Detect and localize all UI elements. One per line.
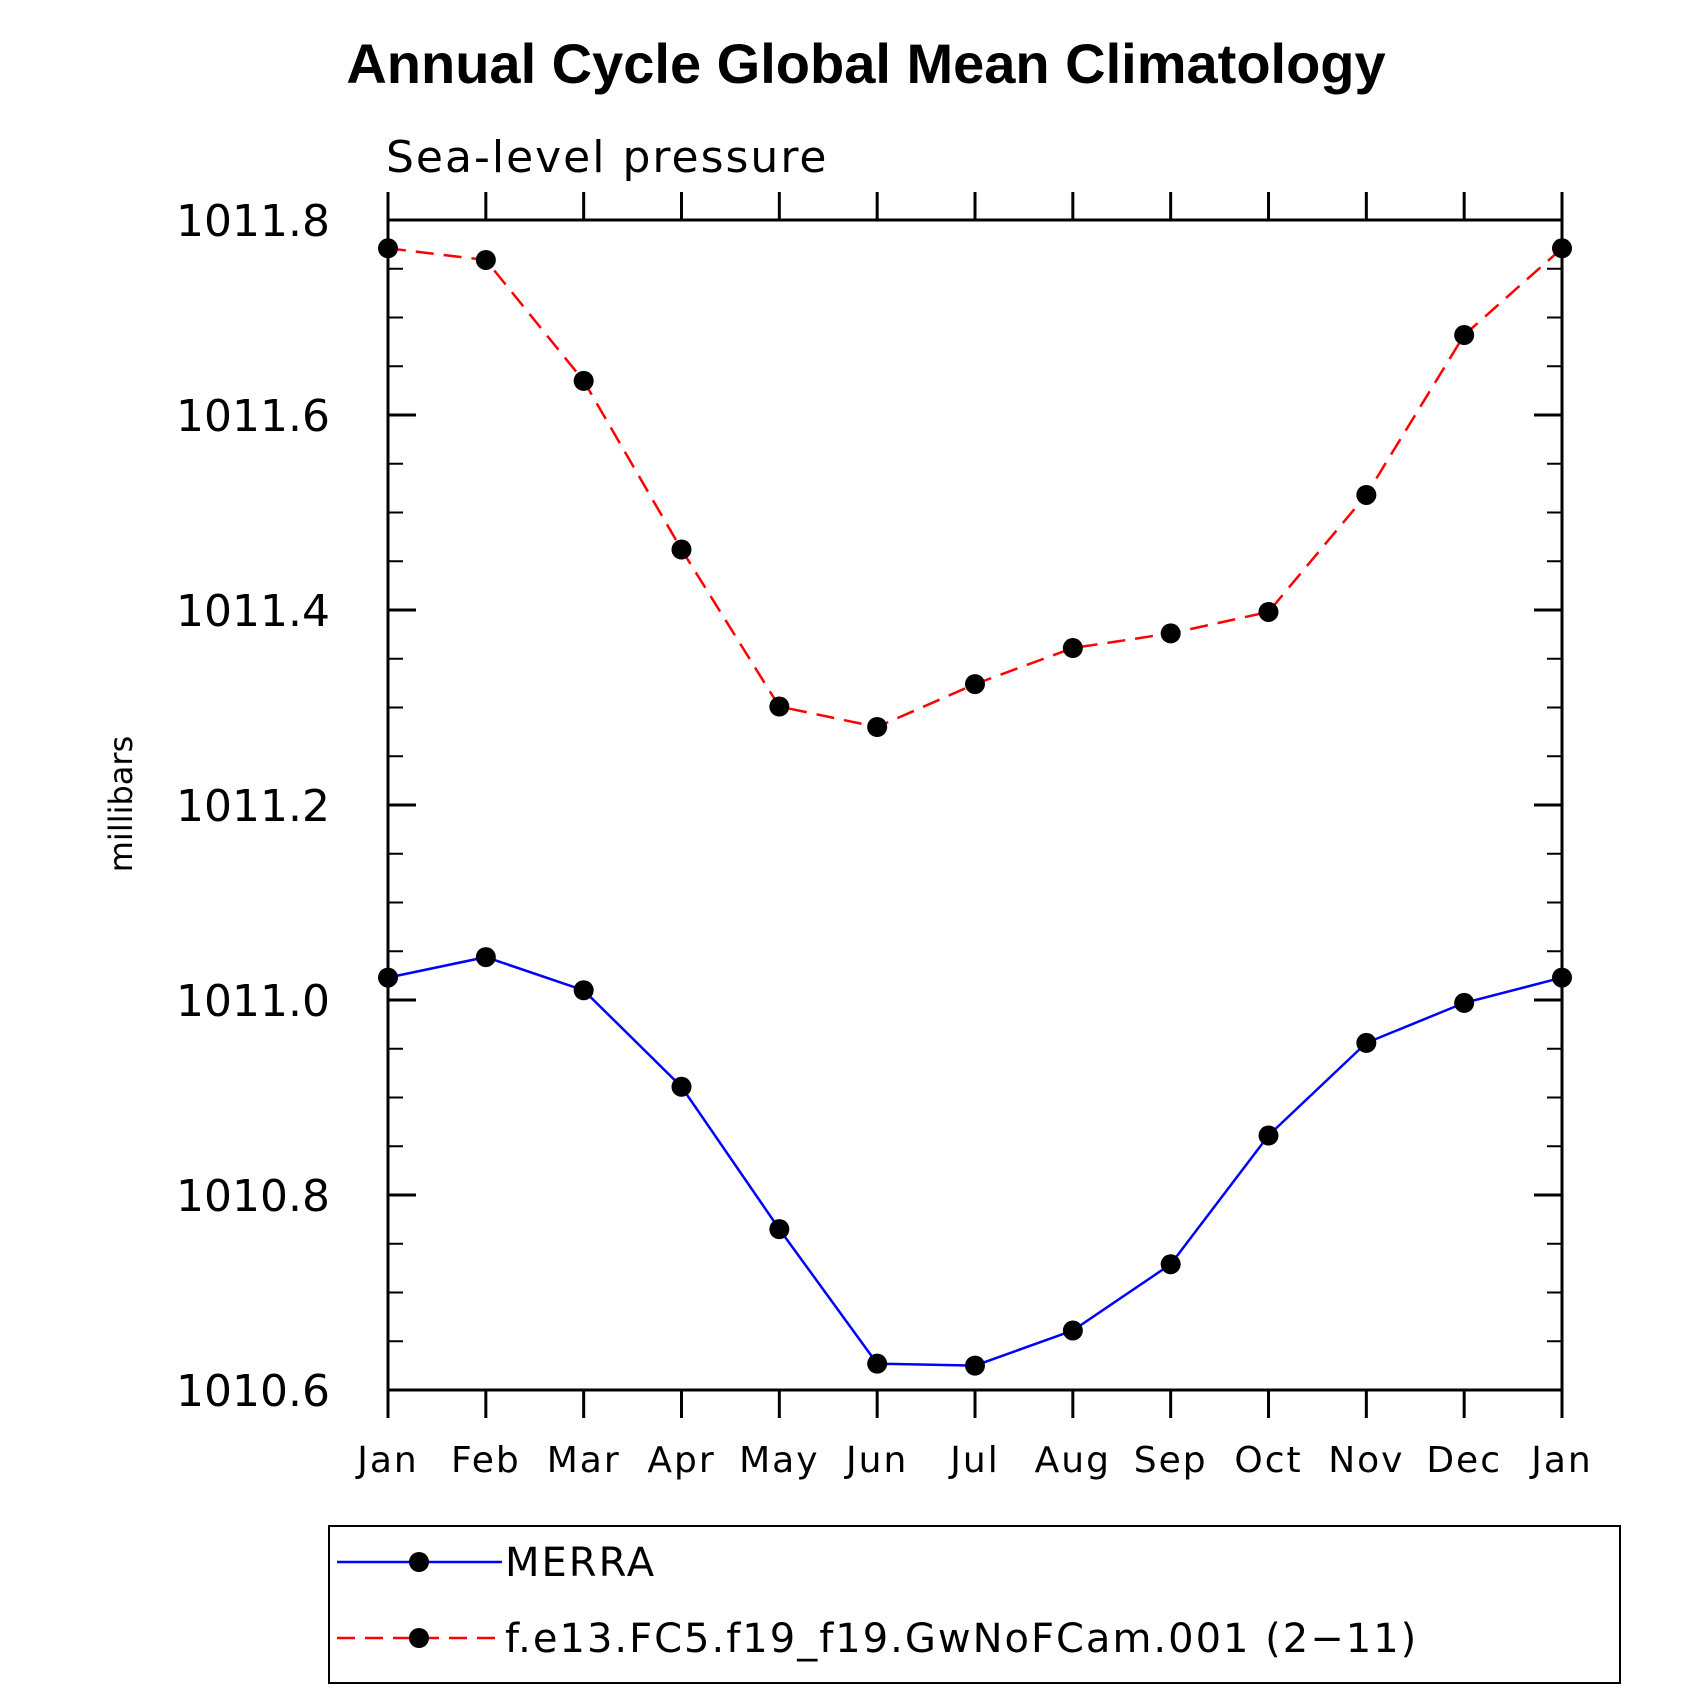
y-tick-label: 1011.6 [176,391,330,442]
x-tick-label: Jul [948,1440,999,1481]
series-merra [378,947,1572,1376]
axis-ticks: 1010.6 1010.8 1011.0 1011.2 1011.4 1011.6 1011… [176,192,1593,1481]
x-tick-label: Feb [451,1440,521,1481]
y-tick-label: 1011.4 [176,586,330,637]
series-line [387,247,1563,729]
data-point [1160,1254,1181,1275]
y-tick-label: 1010.8 [176,1171,330,1222]
series-line [387,955,1563,1367]
legend-box [328,1525,1621,1684]
data-point [1552,238,1572,259]
y-tick-label: 1011.0 [176,976,330,1027]
data-point [1258,601,1279,622]
data-point [378,967,398,988]
x-tick-label: Sep [1134,1440,1208,1481]
data-point [867,717,888,737]
data-point [671,539,692,560]
data-point [1552,967,1572,988]
legend-label: MERRA [505,1540,656,1586]
data-point [378,238,398,259]
plot-frame [386,218,1564,1392]
x-tick-label: Oct [1234,1440,1302,1481]
series-model [378,238,1572,737]
data-point [671,1076,692,1097]
y-tick-label: 1011.8 [176,196,330,247]
legend: MERRA f.e13.FC5.f19_f19.GwNoFCam.001 (2−1… [337,1540,1418,1662]
x-tick-label: Dec [1426,1440,1502,1481]
data-point [1062,1320,1083,1341]
x-tick-label: Jan [1529,1440,1593,1481]
legend-marker [409,1552,429,1572]
legend-label: f.e13.FC5.f19_f19.GwNoFCam.001 (2−11) [505,1616,1418,1662]
series-layer [378,238,1572,1376]
data-point [867,1353,888,1374]
data-point [1454,325,1475,346]
x-tick-label: Jan [355,1440,419,1481]
x-tick-label: Nov [1328,1440,1404,1481]
x-tick-label: May [739,1440,819,1481]
data-point [1160,623,1181,644]
data-point [1062,638,1083,659]
data-point [965,674,985,695]
data-point [1454,992,1475,1013]
data-point [769,696,790,717]
chart-subtitle: Sea-level pressure [386,132,829,183]
data-point [965,1355,985,1376]
data-point [769,1219,790,1240]
data-point [1356,484,1377,505]
x-tick-label: Aug [1035,1440,1111,1481]
data-point [1258,1125,1279,1146]
data-point [475,249,496,270]
y-tick-label: 1010.6 [176,1366,330,1417]
legend-marker [409,1628,429,1648]
x-tick-label: Jun [844,1440,908,1481]
data-point [573,980,594,1001]
x-tick-label: Apr [647,1440,715,1481]
y-axis-label: millibars [102,736,140,872]
data-point [1356,1032,1377,1053]
x-tick-label: Mar [547,1440,621,1481]
data-point [573,370,594,391]
y-tick-label: 1011.2 [176,781,330,832]
chart-title: Annual Cycle Global Mean Climatology [346,32,1385,95]
data-point [475,947,496,968]
